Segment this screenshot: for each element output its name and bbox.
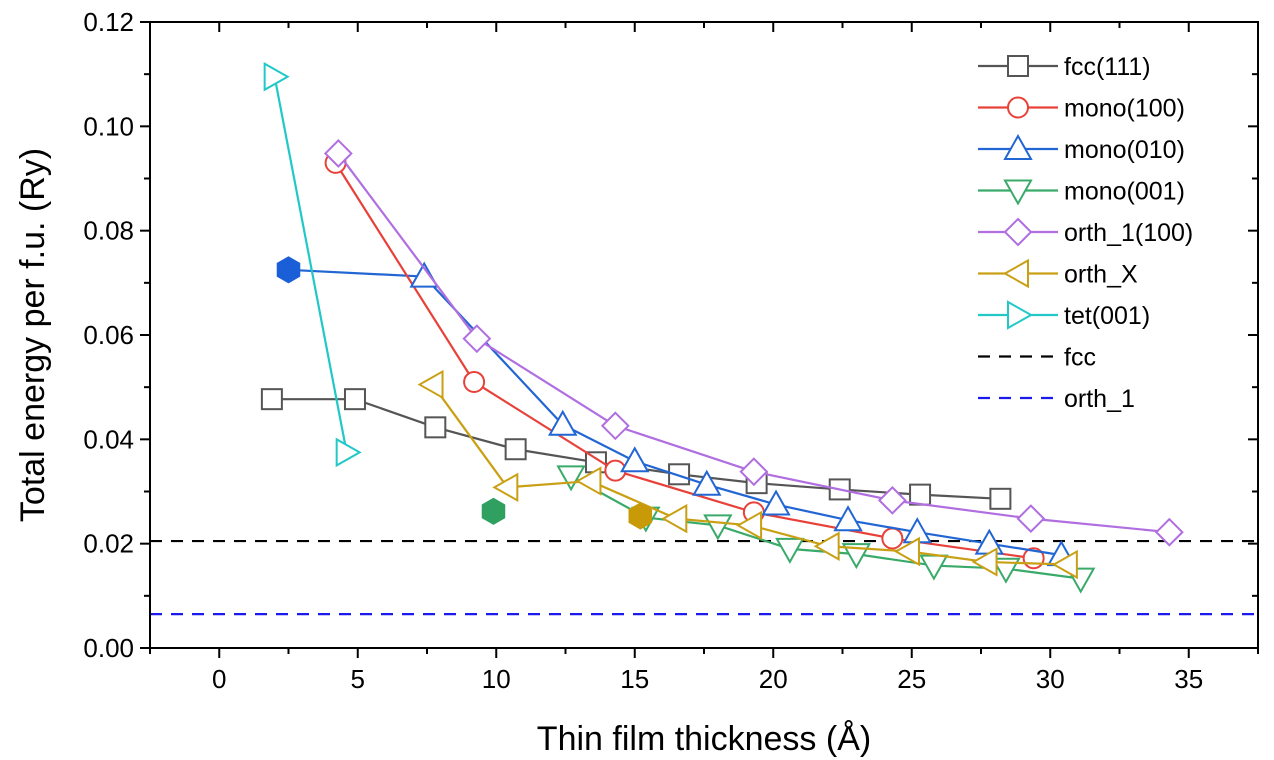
series-orth-x (417, 369, 1078, 580)
point-fcc-111 (668, 463, 691, 486)
point-orth-1-100 (600, 411, 630, 441)
point-fcc-111 (909, 483, 932, 506)
point-orth-x (971, 547, 998, 577)
point-orth-x (736, 510, 763, 541)
x-axis-label: Thin film thickness (Å) (537, 720, 871, 758)
line-tet-001 (273, 76, 348, 453)
point-orth-1-100 (739, 457, 769, 487)
point-orth-x (417, 369, 444, 400)
axes: 0 5 10 15 20 25 30 35 0.00 0.02 0.04 0.06 0.08 0.10 0.… (83, 7, 1259, 694)
point-orth-1-100 (877, 485, 907, 515)
y-tick-label: 0.00 (83, 633, 134, 663)
reference-lines (150, 539, 1258, 616)
legend-label: orth_X (1064, 261, 1138, 289)
point-orth-x (1051, 549, 1078, 580)
point-orth-1-100 (462, 324, 492, 354)
series-tet-001 (263, 62, 362, 468)
legend-item-fcc-111: fcc(111) (978, 53, 1151, 81)
point-mono-010 (548, 409, 578, 436)
series-mono-001 (556, 465, 1096, 594)
point-fcc-111 (504, 438, 527, 461)
point-mono-001 (775, 537, 805, 564)
point-mono-010 (409, 261, 439, 288)
point-tet-001 (335, 437, 362, 468)
x-tick-label: 25 (897, 664, 926, 694)
point-orth-x (893, 536, 920, 567)
point-orth-x (813, 531, 840, 561)
legend-item-orth-1: orth_1 (978, 385, 1135, 413)
point-mono-001 (991, 557, 1021, 584)
point-mono-001 (556, 465, 586, 492)
point-mono-010 (761, 489, 791, 516)
filled-hexagon-mono-001 (481, 497, 506, 525)
legend-marker (1007, 96, 1029, 119)
series-mono-010 (409, 261, 1077, 567)
legend-marker (1003, 133, 1033, 160)
point-fcc-111 (260, 388, 283, 411)
series-orth-1-100 (323, 139, 1184, 547)
legend-item-mono-010: mono(010) (978, 133, 1185, 164)
legend-label: mono(001) (1064, 178, 1185, 206)
point-orth-x (492, 472, 519, 503)
legend-label: fcc(111) (1064, 53, 1151, 81)
legend-item-mono-100: mono(100) (978, 95, 1185, 123)
legend-marker (1003, 179, 1033, 206)
x-tick-label: 5 (351, 664, 365, 694)
point-fcc-111 (989, 487, 1012, 510)
legend-label: mono(010) (1064, 136, 1185, 164)
series-layer (260, 62, 1184, 594)
x-tick-label: 10 (482, 664, 511, 694)
legend: fcc(111) mono(100) mono(010) mono(001) orth_… (978, 53, 1193, 413)
point-orth-1-100 (1154, 517, 1184, 547)
y-axis-label: Total energy per f.u. (Ry) (14, 148, 52, 522)
legend-label: mono(100) (1064, 95, 1185, 123)
y-tick-label: 0.06 (83, 320, 134, 350)
point-mono-010 (692, 469, 722, 496)
y-tick-label: 0.02 (83, 529, 134, 559)
legend-label: orth_1(100) (1064, 219, 1193, 247)
legend-item-tet-001: tet(001) (978, 300, 1150, 330)
legend-marker (1007, 55, 1029, 77)
legend-marker (1003, 217, 1033, 247)
line-mono-010 (423, 275, 1062, 557)
point-mono-001 (919, 554, 949, 581)
y-tick-label: 0.08 (83, 216, 134, 246)
point-orth-x (661, 503, 688, 534)
filled-markers (276, 256, 653, 530)
point-orth-1-100 (1016, 504, 1046, 534)
y-tick-label: 0.12 (83, 7, 134, 37)
point-mono-010 (833, 505, 863, 532)
legend-item-orth-x: orth_X (978, 258, 1138, 289)
legend-label: fcc (1064, 344, 1096, 372)
x-tick-label: 20 (759, 664, 788, 694)
legend-item-mono-001: mono(001) (978, 178, 1185, 206)
x-tick-label: 30 (1036, 664, 1065, 694)
x-tick-label: 35 (1174, 664, 1203, 694)
point-mono-010 (620, 446, 650, 473)
point-fcc-111 (424, 416, 447, 439)
y-tick-label: 0.10 (83, 111, 134, 141)
point-fcc-111 (343, 388, 366, 411)
point-mono-100 (463, 370, 486, 393)
point-orth-x (575, 466, 602, 496)
point-tet-001 (263, 62, 290, 92)
filled-hexagon-mono-010 (276, 256, 301, 284)
point-mono-001 (841, 543, 872, 570)
legend-item-fcc: fcc (978, 344, 1096, 372)
y-tick-label: 0.04 (83, 424, 134, 454)
legend-marker (1002, 258, 1029, 289)
legend-label: tet(001) (1064, 302, 1150, 330)
x-tick-label: 0 (212, 664, 226, 694)
point-mono-001 (703, 514, 733, 541)
point-orth-1-100 (323, 139, 353, 168)
x-tick-label: 15 (620, 664, 649, 694)
point-mono-100 (881, 527, 904, 550)
filled-hexagon-orth-x (628, 502, 653, 530)
legend-label: orth_1 (1064, 385, 1135, 413)
legend-item-orth-1-100: orth_1(100) (978, 217, 1193, 247)
legend-marker (1007, 300, 1034, 330)
